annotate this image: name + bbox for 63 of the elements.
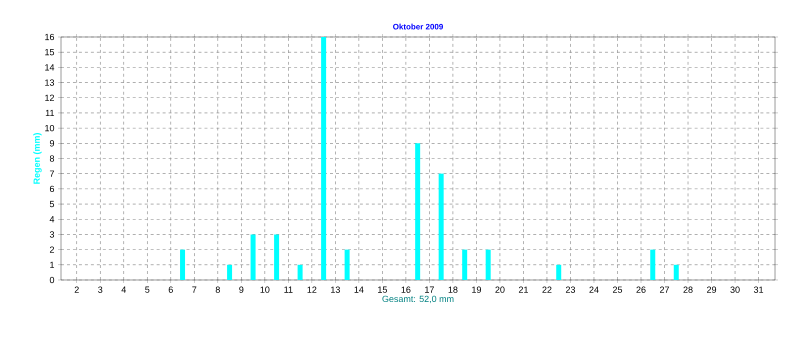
bar: [274, 234, 280, 280]
y-tick-label: 12: [45, 94, 54, 101]
x-tick-label: 6: [168, 286, 173, 293]
y-tick-label: 15: [45, 49, 54, 56]
bar: [486, 250, 491, 280]
y-tick-label: 16: [45, 34, 54, 40]
y-tick-label: 2: [50, 246, 54, 253]
y-tick-label: 13: [45, 79, 54, 86]
y-tick-label: 4: [50, 216, 54, 222]
y-tick-label: 9: [50, 140, 54, 146]
x-tick-label: 30: [730, 286, 740, 293]
x-tick-label: 29: [706, 286, 716, 293]
x-tick-label: 26: [636, 286, 646, 293]
x-tick-label: 8: [216, 286, 220, 293]
x-tick-label: 18: [448, 286, 458, 293]
y-tick-label: 11: [46, 110, 54, 116]
bar: [298, 264, 303, 280]
bar: [650, 250, 656, 280]
x-tick-label: 31: [754, 286, 764, 293]
x-tick-label: 5: [145, 286, 150, 293]
bar: [344, 250, 350, 280]
x-tick-label: 23: [566, 286, 576, 293]
y-tick-label: 3: [50, 231, 54, 238]
bar: [556, 264, 562, 280]
bar: [674, 264, 679, 280]
y-tick-label: 6: [50, 186, 54, 192]
x-tick-label: 28: [683, 286, 693, 293]
bar: [321, 36, 326, 280]
x-tick-label: 2: [74, 286, 79, 293]
x-tick-label: 16: [402, 286, 410, 293]
x-tick-label: 7: [192, 286, 196, 293]
x-tick-label: 27: [660, 286, 670, 293]
x-tick-label: 14: [354, 286, 364, 293]
x-tick-label: 12: [308, 286, 316, 293]
x-axis-title: Gesamt: 52,0 mm: [382, 296, 454, 304]
y-tick-label: 0: [50, 276, 54, 284]
x-tick-label: 17: [425, 286, 434, 293]
x-tick-label: 24: [589, 286, 599, 293]
x-tick-label: 21: [518, 286, 528, 293]
bar: [462, 250, 468, 280]
x-tick-label: 4: [121, 286, 126, 293]
x-tick-label: 20: [495, 286, 505, 293]
x-tick-label: 13: [331, 286, 340, 293]
x-tick-label: 10: [260, 286, 270, 293]
bar: [180, 250, 186, 280]
x-tick-label: 25: [612, 286, 622, 293]
bar: [415, 143, 420, 280]
y-axis-title: Regen (mm): [33, 133, 42, 184]
bar: [227, 264, 232, 280]
x-tick-label: 15: [378, 286, 387, 293]
x-tick-label: 22: [542, 286, 552, 293]
x-tick-label: 3: [98, 286, 102, 293]
x-tick-label: 11: [284, 286, 293, 293]
y-tick-label: 8: [50, 155, 54, 162]
y-tick-label: 14: [45, 64, 54, 70]
x-tick-label: 19: [472, 286, 481, 293]
y-tick-label: 10: [45, 124, 54, 132]
bar: [438, 174, 444, 280]
y-tick-label: 7: [50, 170, 54, 177]
y-tick-label: 1: [50, 262, 54, 268]
bar: [250, 234, 256, 280]
y-tick-label: 5: [50, 200, 54, 208]
x-tick-label: 9: [239, 286, 244, 293]
